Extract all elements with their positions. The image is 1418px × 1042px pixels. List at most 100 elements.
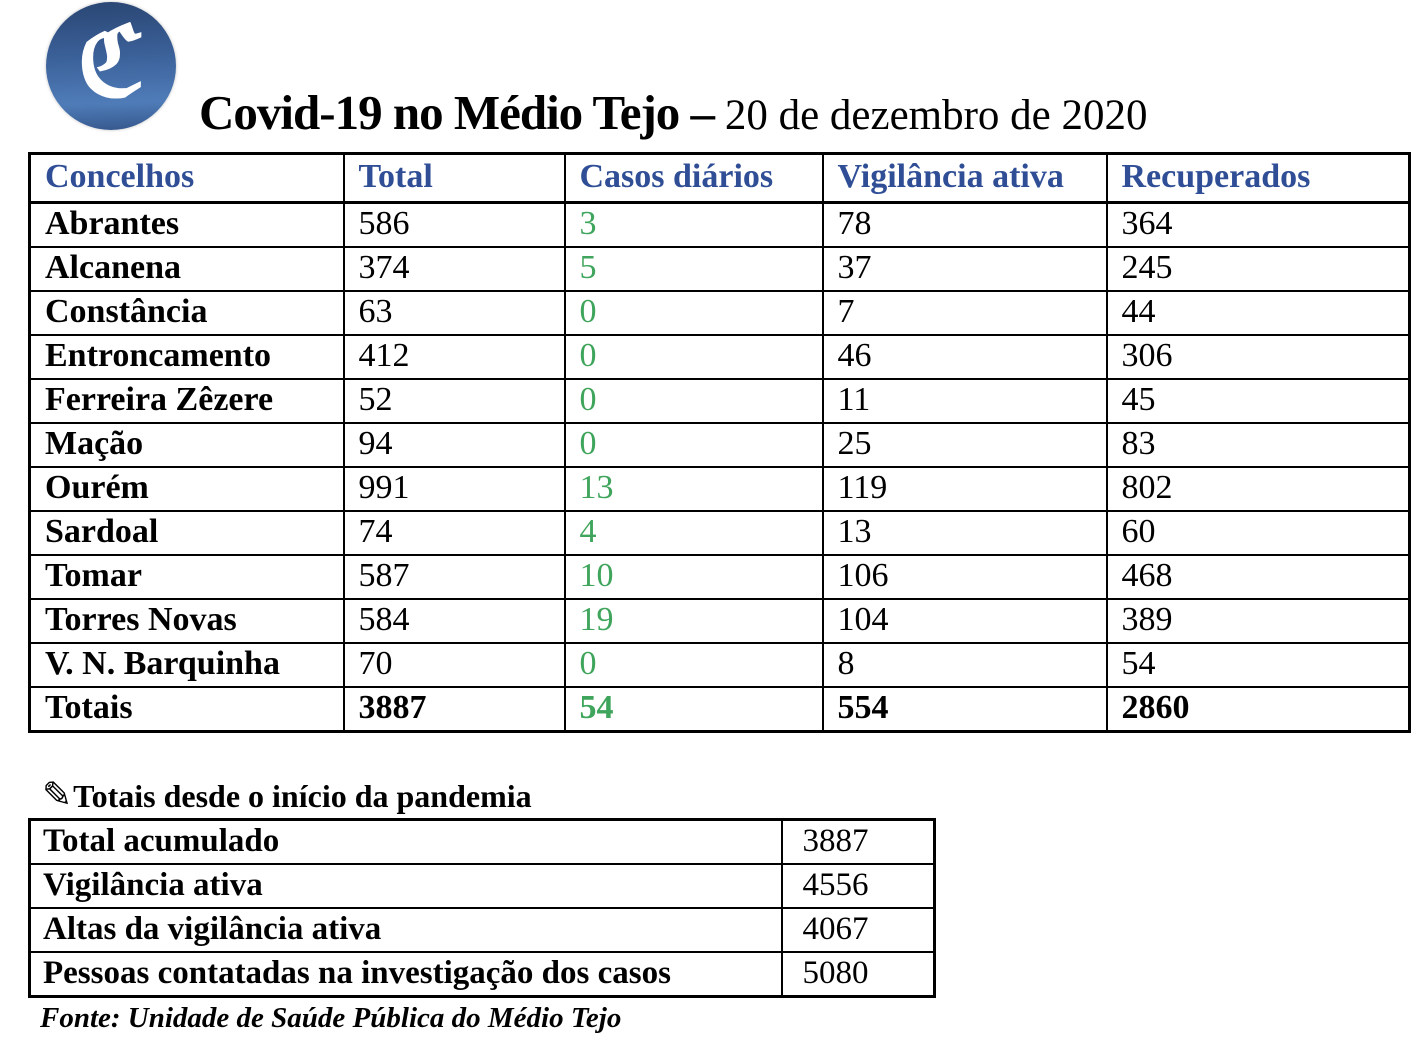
cell-recuperados: 83 — [1105, 422, 1411, 468]
cell-vigilancia: 13 — [821, 510, 1108, 556]
cell-casos: 0 — [563, 642, 824, 688]
cell-casos: 0 — [563, 290, 824, 336]
cell-total: 374 — [342, 246, 566, 292]
cell-vigilancia: 119 — [821, 466, 1108, 512]
totals-label: Altas da vigilância ativa — [28, 907, 783, 953]
cell-recuperados: 44 — [1105, 290, 1411, 336]
cell-concelho: Torres Novas — [28, 598, 345, 644]
pencil-icon: ✎ — [42, 775, 73, 815]
cell-concelho: Ferreira Zêzere — [28, 378, 345, 424]
cell-casos: 0 — [563, 334, 824, 380]
table-row: Mação 94 0 25 83 — [28, 422, 1411, 468]
table-row: Torres Novas 584 19 104 389 — [28, 598, 1411, 644]
cell-concelho: Constância — [28, 290, 345, 336]
cell-vigilancia: 78 — [821, 201, 1108, 248]
col-header-vigilancia-ativa: Vigilância ativa — [821, 152, 1108, 204]
cell-total: 584 — [342, 598, 566, 644]
cell-total: 63 — [342, 290, 566, 336]
pandemic-totals-heading-label: Totais desde o início da pandemia — [73, 778, 532, 814]
table-row: Ourém 991 13 119 802 — [28, 466, 1411, 512]
cell-total: 991 — [342, 466, 566, 512]
list-item: Altas da vigilância ativa 4067 — [28, 907, 936, 953]
table-row: Tomar 587 10 106 468 — [28, 554, 1411, 600]
cell-total: 3887 — [342, 686, 566, 733]
covid-municipality-table: Concelhos Total Casos diários Vigilância… — [28, 152, 1411, 733]
source-note: Fonte: Unidade de Saúde Pública do Médio… — [40, 1002, 622, 1034]
cell-concelho: Entroncamento — [28, 334, 345, 380]
cell-casos: 13 — [563, 466, 824, 512]
cell-casos: 3 — [563, 201, 824, 248]
table-row: Sardoal 74 4 13 60 — [28, 510, 1411, 556]
cell-recuperados: 54 — [1105, 642, 1411, 688]
cell-casos: 10 — [563, 554, 824, 600]
cell-concelho: Mação — [28, 422, 345, 468]
page-title: Covid-19 no Médio Tejo – 20 de dezembro … — [199, 84, 1148, 141]
cell-recuperados: 468 — [1105, 554, 1411, 600]
col-header-total: Total — [342, 152, 566, 204]
col-header-concelhos: Concelhos — [28, 152, 345, 204]
cell-recuperados: 364 — [1105, 201, 1411, 248]
cell-vigilancia: 11 — [821, 378, 1108, 424]
cell-concelho: Tomar — [28, 554, 345, 600]
cell-recuperados: 45 — [1105, 378, 1411, 424]
cell-total: 587 — [342, 554, 566, 600]
list-item: Total acumulado 3887 — [28, 818, 936, 865]
cell-concelho: V. N. Barquinha — [28, 642, 345, 688]
cell-vigilancia: 25 — [821, 422, 1108, 468]
cell-total: 94 — [342, 422, 566, 468]
totals-label: Vigilância ativa — [28, 863, 783, 909]
cell-casos: 4 — [563, 510, 824, 556]
cell-vigilancia: 106 — [821, 554, 1108, 600]
totals-value: 3887 — [780, 818, 936, 865]
list-item: Vigilância ativa 4556 — [28, 863, 936, 909]
logo-blackletter-c: ℭ — [77, 5, 145, 118]
cell-casos: 54 — [563, 686, 824, 733]
pandemic-totals-heading: ✎Totais desde o início da pandemia — [42, 774, 532, 816]
cell-recuperados: 389 — [1105, 598, 1411, 644]
cell-recuperados: 802 — [1105, 466, 1411, 512]
cell-vigilancia: 104 — [821, 598, 1108, 644]
cell-casos: 0 — [563, 422, 824, 468]
col-header-recuperados: Recuperados — [1105, 152, 1411, 204]
cell-casos: 0 — [563, 378, 824, 424]
newspaper-logo: ℭ — [46, 2, 176, 130]
cell-concelho: Totais — [28, 686, 345, 733]
cell-recuperados: 245 — [1105, 246, 1411, 292]
cell-vigilancia: 46 — [821, 334, 1108, 380]
cell-vigilancia: 37 — [821, 246, 1108, 292]
totals-row: Totais 3887 54 554 2860 — [28, 686, 1411, 733]
cell-total: 412 — [342, 334, 566, 380]
totals-value: 5080 — [780, 951, 936, 998]
title-main: Covid-19 no Médio Tejo – — [199, 85, 715, 140]
table-row: Entroncamento 412 0 46 306 — [28, 334, 1411, 380]
table-row: Constância 63 0 7 44 — [28, 290, 1411, 336]
cell-concelho: Alcanena — [28, 246, 345, 292]
table-row: Ferreira Zêzere 52 0 11 45 — [28, 378, 1411, 424]
totals-label: Total acumulado — [28, 818, 783, 865]
cell-total: 70 — [342, 642, 566, 688]
list-item: Pessoas contatadas na investigação dos c… — [28, 951, 936, 998]
cell-vigilancia: 8 — [821, 642, 1108, 688]
cell-concelho: Sardoal — [28, 510, 345, 556]
cell-recuperados: 60 — [1105, 510, 1411, 556]
cell-recuperados: 306 — [1105, 334, 1411, 380]
cell-concelho: Ourém — [28, 466, 345, 512]
title-date: 20 de dezembro de 2020 — [714, 92, 1148, 139]
table-row: V. N. Barquinha 70 0 8 54 — [28, 642, 1411, 688]
pandemic-totals-table: Total acumulado 3887 Vigilância ativa 45… — [28, 818, 936, 998]
table-row: Alcanena 374 5 37 245 — [28, 246, 1411, 292]
cell-vigilancia: 554 — [821, 686, 1108, 733]
cell-vigilancia: 7 — [821, 290, 1108, 336]
totals-label: Pessoas contatadas na investigação dos c… — [28, 951, 783, 998]
cell-concelho: Abrantes — [28, 201, 345, 248]
cell-total: 52 — [342, 378, 566, 424]
cell-casos: 19 — [563, 598, 824, 644]
cell-total: 586 — [342, 201, 566, 248]
col-header-casos-diarios: Casos diários — [563, 152, 824, 204]
totals-value: 4556 — [780, 863, 936, 909]
header-row: Concelhos Total Casos diários Vigilância… — [28, 152, 1411, 204]
cell-recuperados: 2860 — [1105, 686, 1411, 733]
cell-casos: 5 — [563, 246, 824, 292]
cell-total: 74 — [342, 510, 566, 556]
